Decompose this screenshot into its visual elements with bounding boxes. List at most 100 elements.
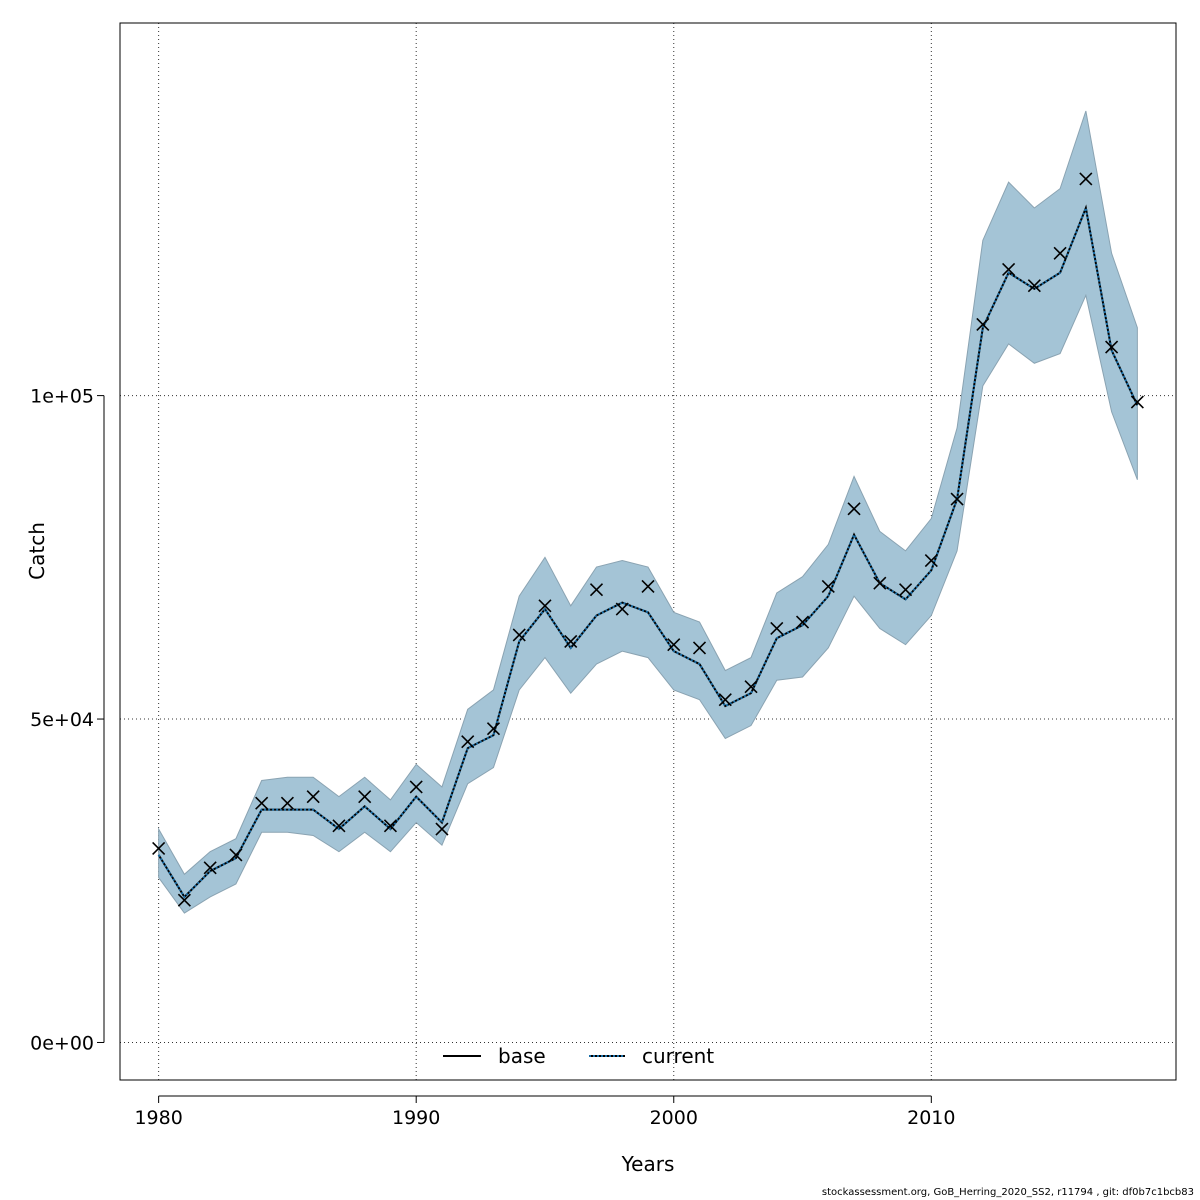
observed-point-stroke: [255, 796, 269, 810]
observed-point-stroke: [1130, 395, 1144, 409]
observed-point: [1002, 262, 1016, 277]
observed-point-stroke: [770, 621, 784, 636]
observed-point: [1027, 279, 1041, 293]
observed-point-stroke: [435, 822, 449, 836]
observed-point: [332, 819, 346, 833]
observed-point: [667, 638, 681, 652]
observed-point: [641, 579, 655, 593]
observed-point: [821, 579, 835, 593]
observed-point: [358, 790, 372, 804]
observed-point-stroke: [409, 780, 423, 794]
observed-point: [1053, 246, 1067, 260]
x-tick-label: 1990: [392, 1107, 440, 1129]
y-tick-label: 0e+00: [30, 1032, 94, 1054]
observed-point: [383, 819, 398, 833]
x-axis-title: Years: [621, 1152, 675, 1176]
observed-point-stroke: [821, 579, 835, 593]
observed-point-stroke: [203, 861, 217, 875]
observed-point-stroke: [229, 848, 243, 862]
observed-point: [203, 861, 217, 875]
observed-point-stroke: [280, 796, 294, 810]
observed-point: [538, 599, 552, 613]
y-axis-title: Catch: [25, 522, 49, 580]
observed-point-stroke: [306, 790, 320, 804]
observed-point-stroke: [1027, 279, 1041, 293]
observed-markers: [152, 172, 1144, 907]
y-axis: 0e+00 5e+04 1e+05: [30, 386, 105, 1054]
observed-point-stroke: [564, 634, 578, 648]
observed-point-stroke: [976, 317, 990, 332]
legend: base current: [443, 1044, 714, 1068]
plot-frame: [119, 22, 1177, 1081]
observed-point: [255, 796, 269, 810]
observed-point-stroke: [950, 492, 964, 506]
observed-point-stroke: [358, 790, 372, 804]
observed-point: [924, 553, 938, 568]
observed-point-stroke: [718, 693, 732, 707]
observed-point: [435, 822, 449, 836]
observed-point: [898, 583, 913, 597]
observed-point-stroke: [615, 602, 629, 616]
observed-point-stroke: [744, 680, 758, 694]
observed-point-stroke: [847, 502, 861, 516]
observed-point-stroke: [486, 722, 501, 736]
y-tick-label: 1e+05: [30, 386, 94, 408]
observed-point: [950, 492, 964, 506]
observed-point-stroke: [332, 819, 346, 833]
observed-point-stroke: [461, 735, 475, 749]
observed-point: [461, 735, 475, 749]
observed-point-stroke: [589, 583, 604, 597]
observed-point-stroke: [1079, 172, 1093, 186]
observed-point: [976, 317, 990, 332]
x-tick-label: 2010: [907, 1107, 955, 1129]
observed-point: [589, 583, 604, 597]
confidence-band-area: [158, 110, 1138, 914]
observed-point: [770, 621, 784, 636]
observed-point-stroke: [512, 628, 526, 642]
observed-point: [744, 680, 758, 694]
x-tick-label: 1980: [134, 1107, 182, 1129]
observed-point-stroke: [795, 615, 810, 629]
observed-point: [306, 790, 320, 804]
observed-point-stroke: [924, 553, 938, 568]
observed-point-stroke: [177, 893, 191, 907]
observed-point-stroke: [1053, 246, 1067, 260]
observed-point-stroke: [383, 819, 398, 833]
footer-credit: stockassessment.org, GoB_Herring_2020_SS…: [821, 1187, 1194, 1198]
observed-point-stroke: [898, 583, 913, 597]
observed-point: [847, 502, 861, 516]
x-tick-label: 2000: [650, 1107, 698, 1129]
observed-point: [873, 576, 887, 590]
observed-point: [795, 615, 810, 629]
observed-point: [152, 841, 166, 855]
observed-point: [692, 641, 707, 655]
confidence-band: [158, 110, 1138, 914]
observed-point-stroke: [667, 638, 681, 652]
observed-point-stroke: [873, 576, 887, 590]
series-lines: [157, 204, 1139, 899]
gridlines: [120, 23, 1176, 1080]
observed-point-stroke: [1105, 340, 1119, 354]
legend-current-label: current: [642, 1044, 714, 1068]
observed-point: [409, 780, 423, 794]
observed-point: [486, 722, 501, 736]
observed-point: [229, 848, 243, 862]
observed-point: [615, 602, 629, 616]
observed-point: [718, 693, 732, 707]
observed-point-stroke: [1002, 262, 1016, 277]
observed-point: [280, 796, 294, 810]
observed-point-stroke: [152, 841, 166, 855]
observed-point-stroke: [538, 599, 552, 613]
y-tick-label: 5e+04: [30, 709, 94, 731]
series-line-base: [157, 204, 1139, 899]
x-axis: 1980 1990 2000 2010: [134, 1095, 955, 1129]
observed-point: [177, 893, 191, 907]
observed-point: [564, 634, 578, 648]
observed-point: [1105, 340, 1119, 354]
observed-point: [1130, 395, 1144, 409]
observed-point: [1079, 172, 1093, 186]
observed-point-stroke: [692, 641, 707, 655]
observed-point-stroke: [641, 579, 655, 593]
observed-point: [512, 628, 526, 642]
